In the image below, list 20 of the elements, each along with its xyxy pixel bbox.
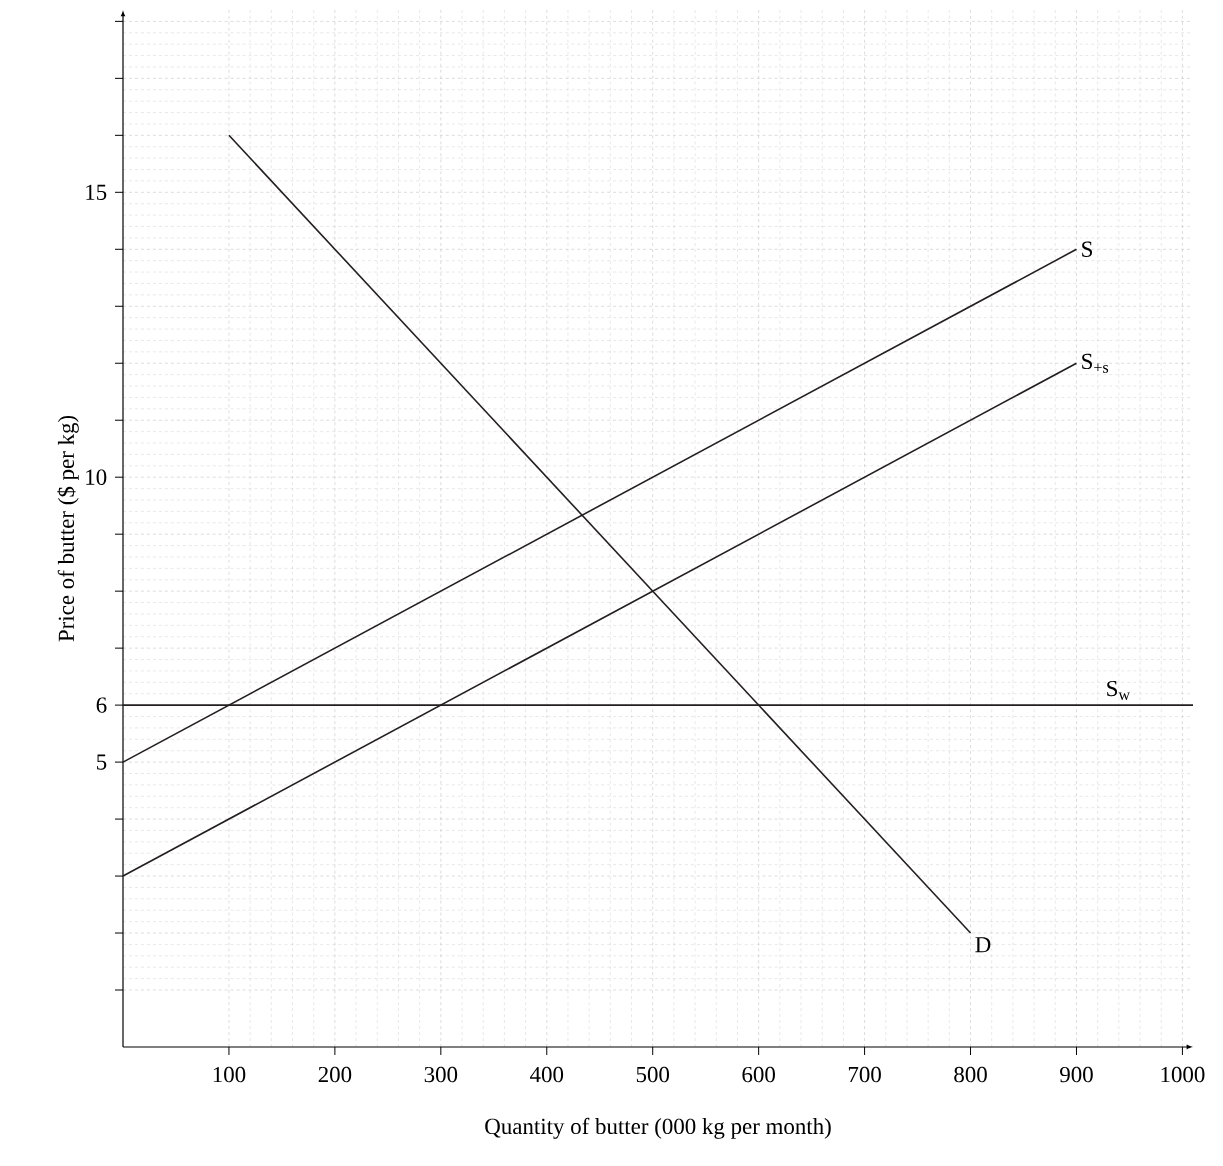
series-label: D: [975, 937, 991, 953]
x-tick-label: 200: [318, 1066, 352, 1083]
ref-line-label: S$_{w}$: [1107, 680, 1130, 700]
x-tick-label: 500: [636, 1066, 670, 1083]
series-label: S: [1082, 241, 1092, 257]
x-tick-label: 600: [742, 1066, 775, 1083]
x-tick-label: 1000: [1161, 1066, 1205, 1083]
x-tick-label: 100: [213, 1066, 246, 1083]
y-tick-label: 10: [86, 469, 107, 485]
y-axis-title: Price of butter ($ per kg): [57, 415, 79, 642]
x-tick-label: 900: [1060, 1066, 1093, 1083]
x-tick-label: 300: [424, 1066, 458, 1083]
x-tick-label: 800: [954, 1066, 987, 1083]
x-tick-label: 400: [530, 1066, 564, 1083]
y-tick-label: 15: [86, 184, 107, 200]
y-tick-label: 5: [97, 754, 107, 770]
x-tick-label: 700: [848, 1066, 881, 1083]
y-tick-label: 6: [96, 697, 107, 713]
x-axis-title: Quantity of butter (000 kg per month): [485, 1117, 831, 1139]
series-label: S$_{+s}$: [1082, 353, 1109, 373]
